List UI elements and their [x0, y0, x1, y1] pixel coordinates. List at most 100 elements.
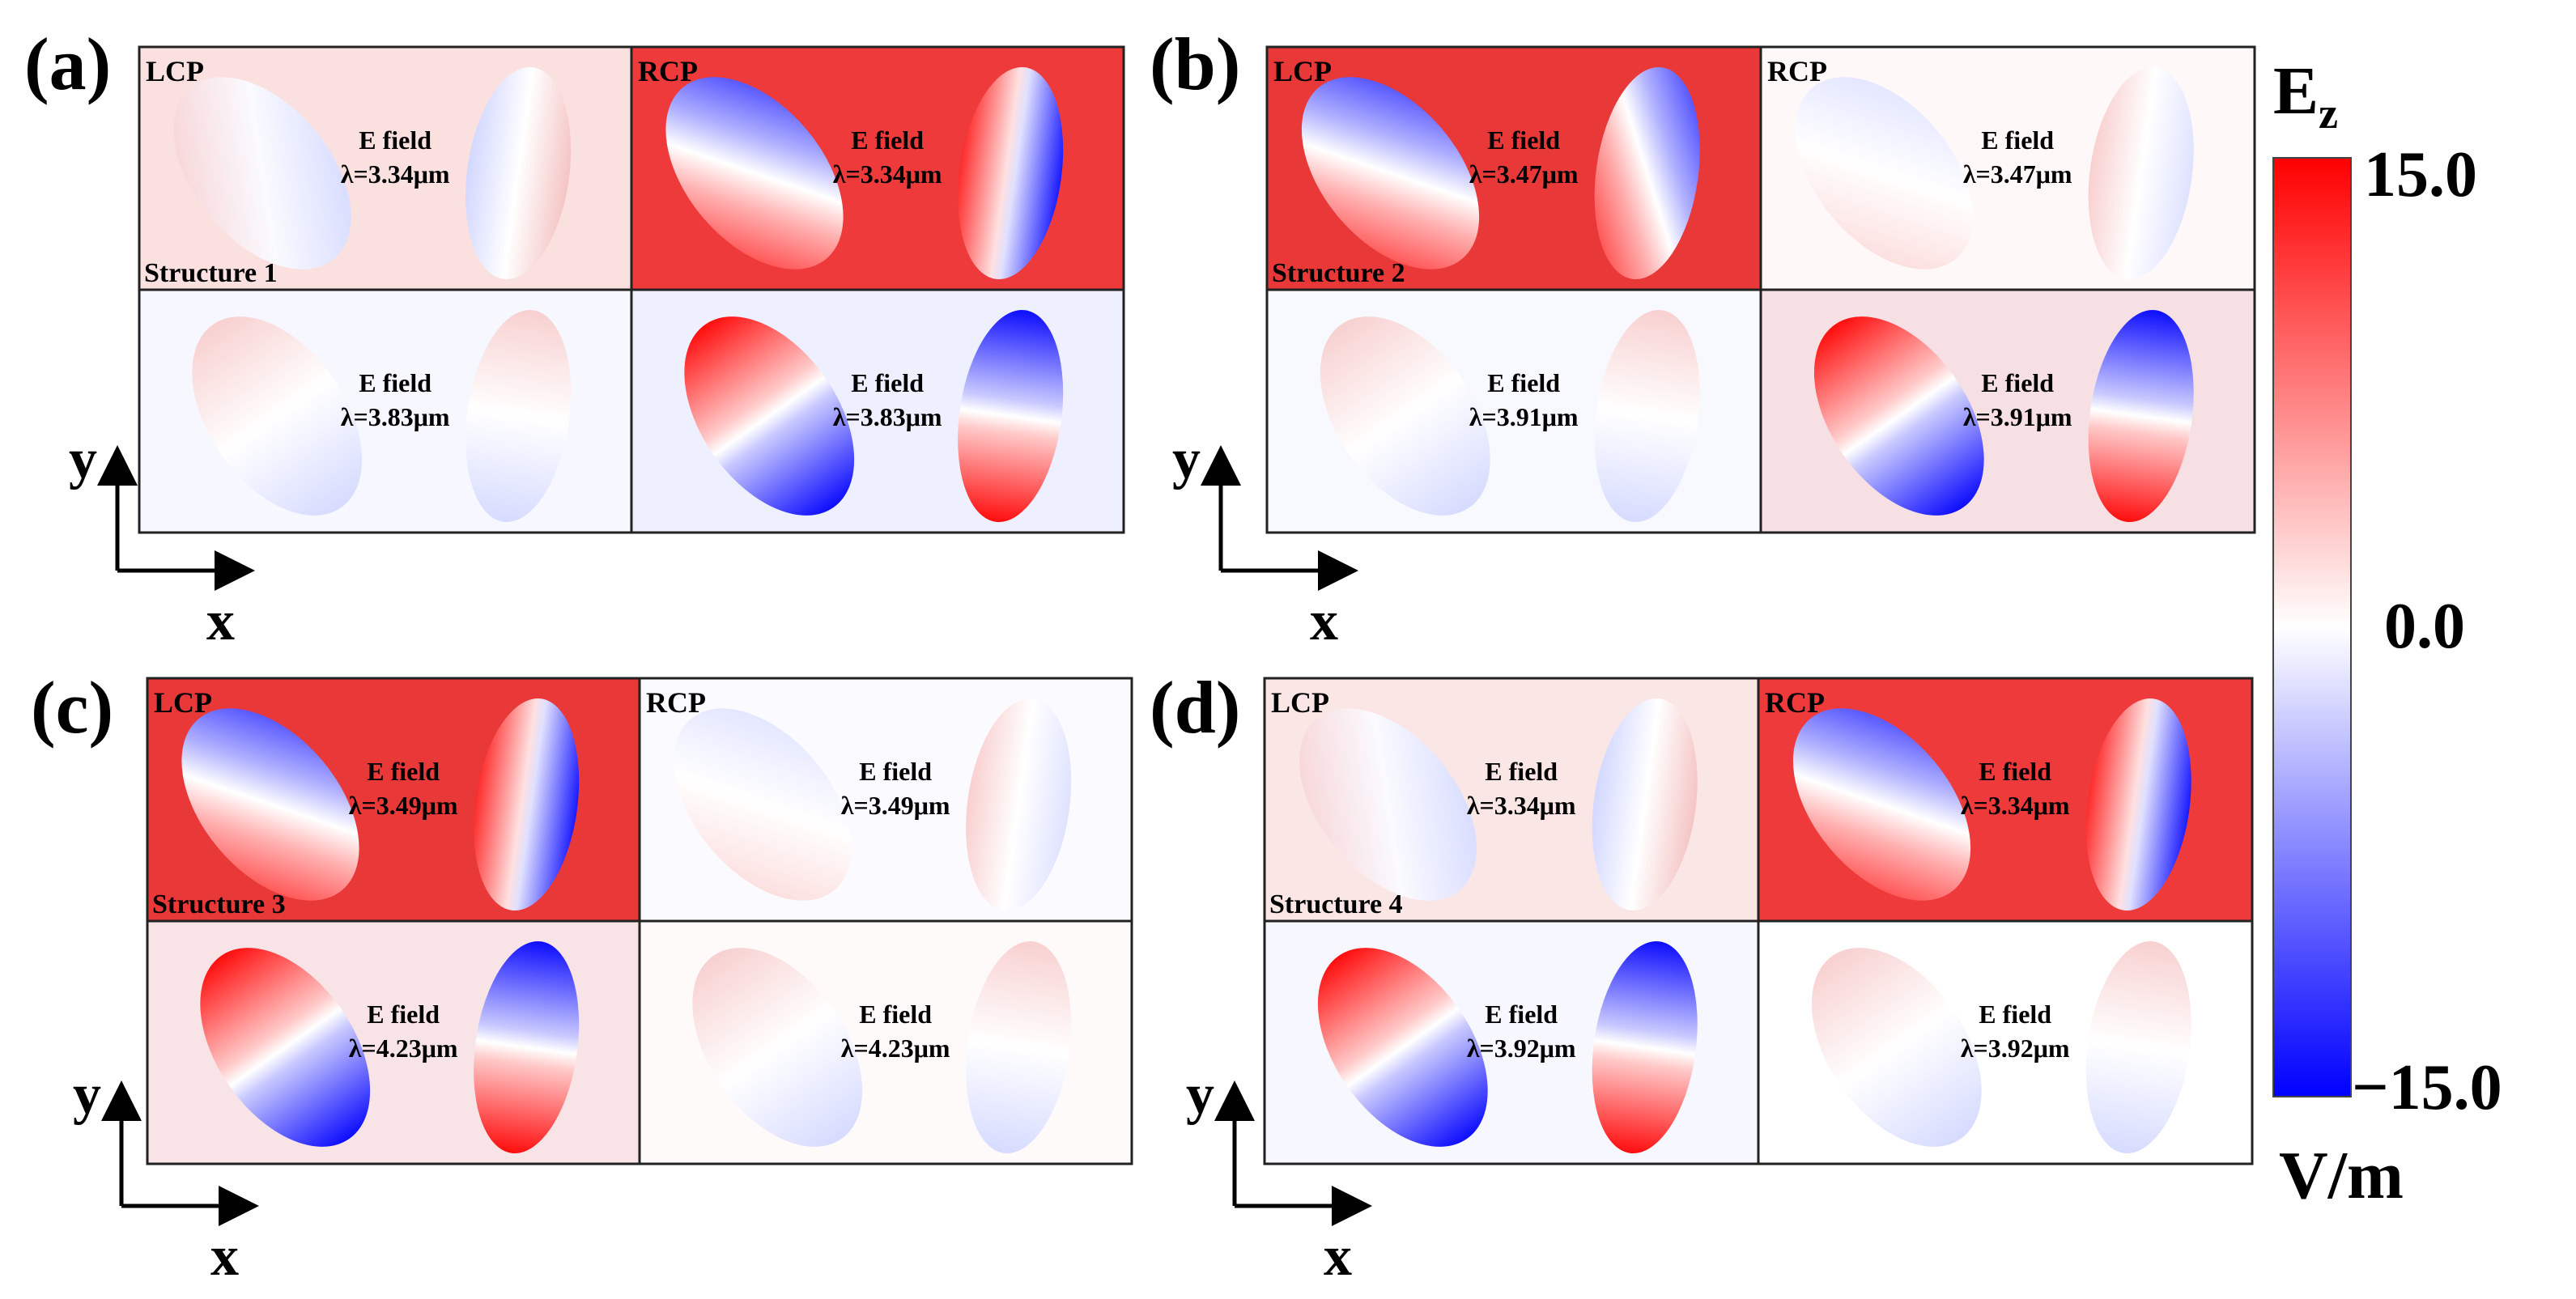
- panel-letter: (a): [24, 23, 111, 105]
- left-ellipse: [684, 316, 855, 516]
- right-ellipse: [1594, 309, 1700, 523]
- left-ellipse: [173, 77, 351, 270]
- right-ellipse: [1594, 66, 1700, 280]
- polarization-label: RCP: [1765, 686, 1825, 719]
- left-ellipse: [1301, 77, 1480, 270]
- wavelength-label: λ=3.47μm: [1963, 159, 2072, 189]
- field-label: E field: [1981, 125, 2054, 155]
- panel-letter: (c): [31, 666, 113, 749]
- field-label: E field: [851, 368, 924, 397]
- field-label: E field: [359, 368, 431, 397]
- field-label: E field: [1487, 368, 1560, 397]
- field-label: E field: [1979, 1000, 2051, 1029]
- field-map-cell: LCP E field λ=3.49μm: [146, 677, 641, 923]
- right-ellipse: [966, 940, 1072, 1154]
- wavelength-label: λ=3.92μm: [1961, 1034, 2070, 1063]
- field-map-cell: E field λ=3.92μm: [1263, 919, 1760, 1165]
- wavelength-label: λ=3.34μm: [833, 159, 942, 189]
- field-map-cell: RCP E field λ=3.34μm: [1757, 677, 2254, 923]
- field-map-cell: E field λ=4.23μm: [146, 919, 641, 1165]
- polarization-label: LCP: [1271, 686, 1329, 719]
- field-map-cell: E field λ=3.83μm: [630, 288, 1125, 534]
- wavelength-label: λ=3.83μm: [833, 402, 942, 431]
- field-map-cell: LCP E field λ=3.34μm: [138, 45, 633, 291]
- wavelength-label: λ=3.34μm: [341, 159, 450, 189]
- field-label: E field: [1485, 757, 1558, 786]
- wavelength-label: λ=3.49μm: [349, 791, 458, 820]
- polarization-label: RCP: [646, 686, 706, 719]
- colorbar-min-label: −15.0: [2352, 1052, 2502, 1123]
- wavelength-label: λ=3.91μm: [1469, 402, 1579, 431]
- polarization-label: RCP: [1767, 55, 1827, 87]
- panel-b: (b) LCP E field λ=3.47μm RCP E field λ=3.47μm E…: [1150, 23, 2256, 652]
- y-axis-label: y: [1172, 428, 1201, 490]
- structure-label: Structure 1: [144, 258, 278, 288]
- left-ellipse: [1795, 77, 1974, 270]
- field-label: E field: [367, 757, 440, 786]
- left-ellipse: [1299, 708, 1477, 901]
- axes-indicator: yx: [1172, 428, 1358, 652]
- colorbar-mid-label: 0.0: [2384, 591, 2465, 662]
- left-ellipse: [692, 948, 863, 1147]
- panel-c: (c) LCP E field λ=3.49μm RCP E field λ=3.49μm E…: [31, 666, 1133, 1288]
- right-ellipse: [2085, 698, 2191, 911]
- panels-layer: (a) LCP E field λ=3.34μm RCP E field λ=3.34μm E…: [24, 23, 2256, 1288]
- structure-label: Structure 3: [152, 889, 286, 919]
- wavelength-label: λ=3.34μm: [1467, 791, 1576, 820]
- colorbar-gradient: [2272, 157, 2352, 1097]
- right-ellipse: [966, 698, 1072, 911]
- y-axis-label: y: [69, 428, 97, 490]
- field-label: E field: [1487, 125, 1560, 155]
- right-ellipse: [474, 698, 580, 911]
- left-ellipse: [1792, 708, 1971, 901]
- axes-indicator: yx: [69, 428, 255, 652]
- wavelength-label: λ=4.23μm: [349, 1034, 458, 1063]
- polarization-label: LCP: [1273, 55, 1332, 87]
- colorbar-symbol: Ez: [2273, 53, 2338, 138]
- left-ellipse: [1320, 316, 1490, 516]
- polarization-label: LCP: [154, 686, 212, 719]
- left-ellipse: [192, 316, 363, 516]
- wavelength-label: λ=3.91μm: [1963, 402, 2072, 431]
- field-label: E field: [367, 1000, 440, 1029]
- field-label: E field: [859, 1000, 932, 1029]
- axes-indicator: yx: [73, 1063, 259, 1288]
- field-map-cell: E field λ=3.91μm: [1265, 288, 1762, 534]
- wavelength-label: λ=3.83μm: [341, 402, 450, 431]
- wavelength-label: λ=3.47μm: [1469, 159, 1579, 189]
- field-label: E field: [851, 125, 924, 155]
- right-ellipse: [465, 66, 572, 280]
- left-ellipse: [674, 708, 852, 901]
- right-ellipse: [958, 66, 1064, 280]
- field-map-cell: E field λ=3.92μm: [1757, 919, 2254, 1165]
- structure-label: Structure 4: [1269, 889, 1403, 919]
- right-ellipse: [2088, 309, 2194, 523]
- left-ellipse: [1317, 948, 1488, 1147]
- panel-d: (d) LCP E field λ=3.34μm RCP E field λ=3.34μm E…: [1150, 666, 2254, 1288]
- right-ellipse: [474, 940, 580, 1154]
- polarization-label: LCP: [146, 55, 204, 87]
- field-label: E field: [1485, 1000, 1558, 1029]
- wavelength-label: λ=3.92μm: [1467, 1034, 1576, 1063]
- field-map-cell: LCP E field λ=3.34μm: [1263, 677, 1760, 923]
- left-ellipse: [200, 948, 371, 1147]
- field-map-cell: RCP E field λ=3.47μm: [1759, 45, 2256, 291]
- wavelength-label: λ=4.23μm: [841, 1034, 950, 1063]
- right-ellipse: [2085, 940, 2191, 1154]
- structure-label: Structure 2: [1272, 258, 1405, 288]
- left-ellipse: [1813, 316, 1984, 516]
- x-axis-label: x: [1310, 590, 1338, 652]
- left-ellipse: [665, 77, 844, 270]
- panel-a: (a) LCP E field λ=3.34μm RCP E field λ=3.34μm E…: [24, 23, 1125, 652]
- field-label: E field: [359, 125, 431, 155]
- x-axis-label: x: [210, 1225, 239, 1288]
- right-ellipse: [2088, 66, 2194, 280]
- field-map-cell: RCP E field λ=3.34μm: [630, 45, 1125, 291]
- wavelength-label: λ=3.49μm: [841, 791, 950, 820]
- field-label: E field: [859, 757, 932, 786]
- field-map-cell: RCP E field λ=3.49μm: [638, 677, 1133, 923]
- x-axis-label: x: [206, 590, 235, 652]
- field-map-cell: E field λ=3.91μm: [1759, 288, 2256, 534]
- right-ellipse: [1592, 698, 1698, 911]
